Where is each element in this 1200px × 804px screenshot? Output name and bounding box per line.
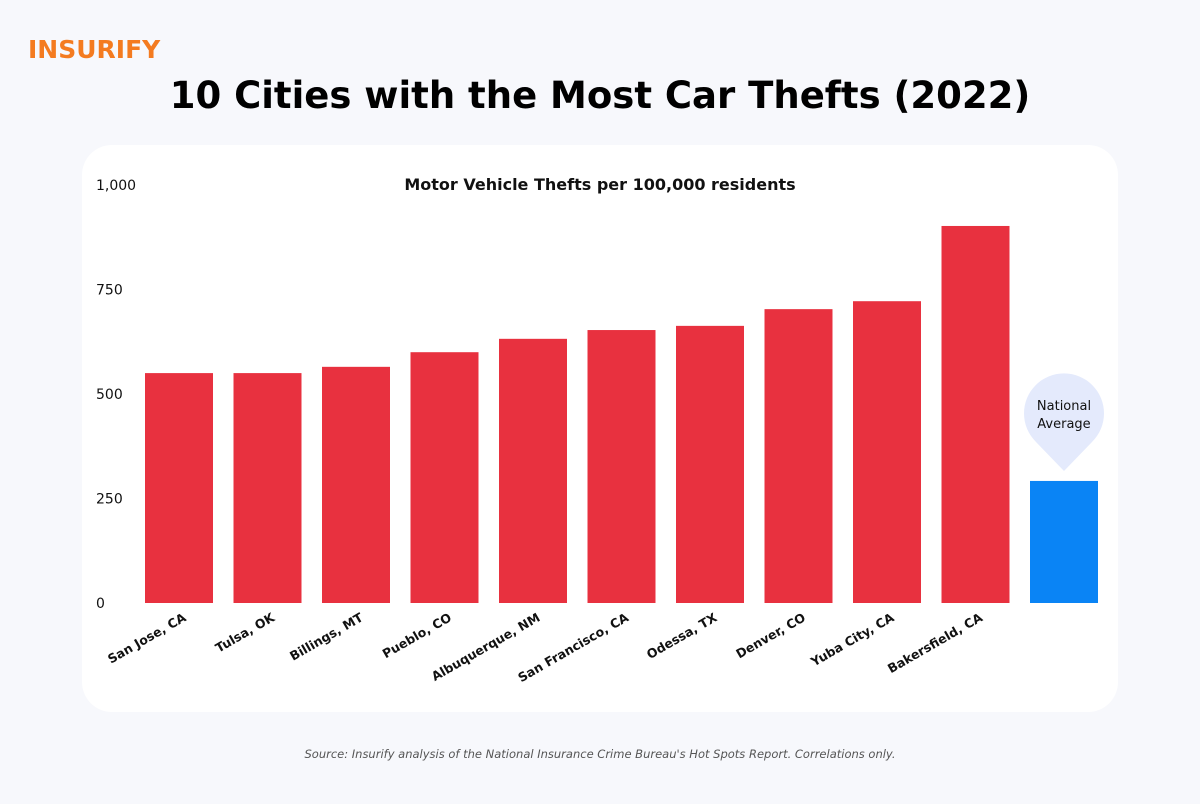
pin-bubble bbox=[1024, 373, 1104, 471]
bar bbox=[853, 301, 921, 603]
chart-title: Motor Vehicle Thefts per 100,000 residen… bbox=[404, 175, 795, 194]
y-tick-label: 250 bbox=[96, 492, 123, 508]
y-tick-label: 750 bbox=[96, 283, 123, 299]
y-tick-label: 1,000 bbox=[96, 178, 136, 194]
bar bbox=[1030, 480, 1098, 603]
brand-logo: INSURIFY bbox=[28, 35, 161, 64]
page-title: 10 Cities with the Most Car Thefts (2022… bbox=[170, 74, 1031, 117]
y-tick-label: 500 bbox=[96, 387, 123, 403]
source-note: Source: Insurify analysis of the Nationa… bbox=[304, 747, 895, 761]
bar bbox=[764, 309, 833, 603]
bar bbox=[145, 373, 213, 603]
bar bbox=[941, 225, 1010, 604]
bar bbox=[410, 352, 479, 603]
bar bbox=[587, 330, 656, 603]
pin-label-line1: National bbox=[1037, 399, 1091, 414]
national-average-pin: National Average bbox=[1024, 373, 1104, 471]
bar bbox=[676, 325, 744, 603]
y-tick-label: 0 bbox=[96, 596, 105, 612]
bar bbox=[322, 366, 390, 603]
bar bbox=[233, 373, 302, 603]
pin-label-line2: Average bbox=[1037, 417, 1090, 432]
bar bbox=[499, 338, 567, 603]
